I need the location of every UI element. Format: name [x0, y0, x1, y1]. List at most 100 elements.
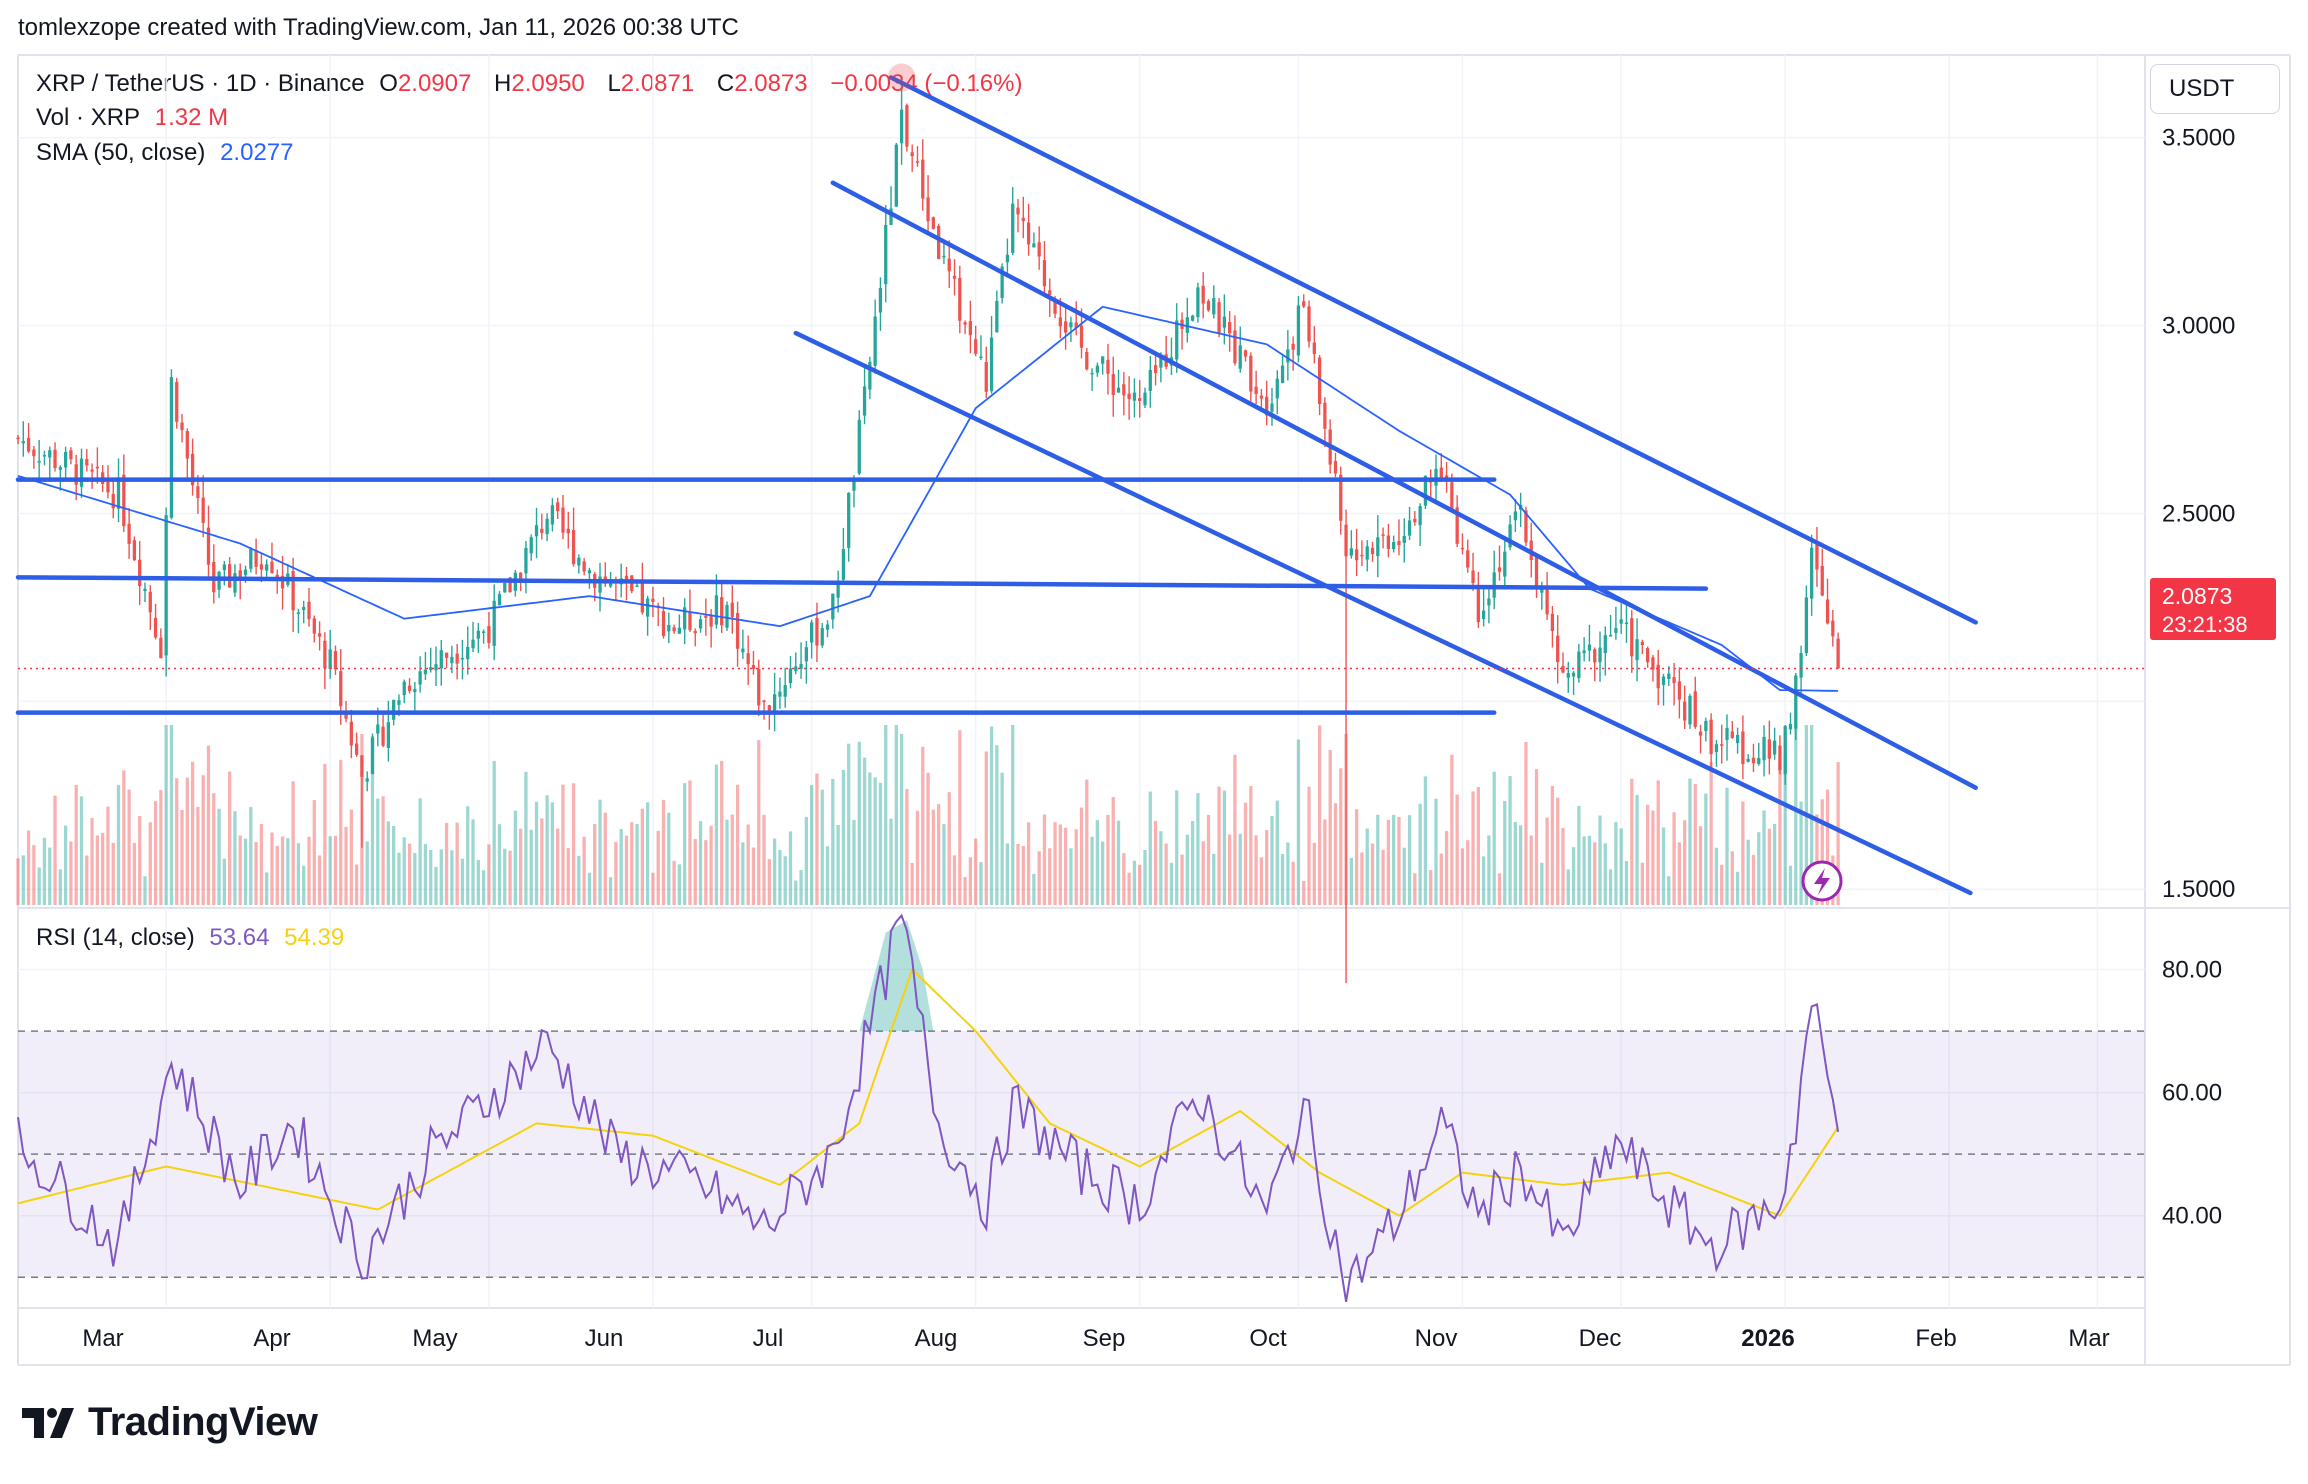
candle-body [709, 615, 713, 627]
volume-bar [101, 832, 105, 905]
volume-bar [1434, 798, 1438, 905]
candle-body [90, 469, 94, 472]
volume-bar [1228, 834, 1232, 905]
volume-bar [963, 877, 967, 905]
candle-body [799, 663, 803, 669]
price-tick-3-5: 3.5000 [2162, 125, 2235, 152]
candle-body [291, 570, 295, 611]
candlesticks [16, 77, 1840, 984]
volume-bar [683, 783, 687, 905]
candle-body [439, 650, 443, 669]
volume-bar [794, 880, 798, 905]
volume-bar [529, 829, 533, 905]
candle-body [645, 598, 650, 617]
candle-body [1556, 635, 1560, 663]
candle-body [1598, 647, 1602, 663]
volume-bar [1233, 754, 1237, 905]
volume-bar [513, 810, 517, 905]
volume-bar [1630, 778, 1634, 905]
volume-bar [1709, 761, 1713, 905]
volume-bar [1524, 741, 1528, 905]
currency-unit-label: USDT [2169, 75, 2235, 102]
candle-body [1646, 648, 1650, 663]
trendlines[interactable] [15, 63, 1978, 896]
candle-body [1238, 345, 1242, 369]
high-label: H [494, 70, 512, 97]
candle-body [153, 617, 158, 638]
candle-body [847, 492, 851, 548]
candle-body [26, 437, 31, 452]
low-label: L [607, 70, 621, 97]
volume-bar [1185, 834, 1189, 905]
candle-body [307, 601, 311, 620]
volume-bar [26, 830, 31, 905]
volume-bar [1656, 780, 1660, 905]
tradingview-logo-icon [22, 1407, 74, 1438]
candle-body [370, 737, 375, 775]
candle-body [1339, 474, 1343, 521]
candle-body [751, 665, 756, 669]
volume-bar [249, 807, 253, 905]
volume-bar [556, 828, 560, 905]
volume-bar [196, 806, 200, 905]
candle-body [984, 362, 988, 392]
candle-body [381, 726, 385, 746]
sma-label[interactable]: SMA (50, close) [36, 139, 206, 166]
candle-body [1667, 673, 1671, 679]
volume-bar [302, 865, 306, 905]
volume-bar [1587, 835, 1592, 905]
candle-body [196, 486, 200, 499]
close-label: C [716, 70, 735, 97]
candle-body [492, 600, 496, 646]
candle-body [1561, 665, 1565, 673]
volume-label[interactable]: Vol · XRP [36, 104, 141, 131]
candle-body [1677, 681, 1682, 700]
volume-bar [1074, 829, 1078, 905]
time-label-feb: Feb [1915, 1325, 1956, 1352]
candle-body [878, 288, 883, 313]
volume-bar [238, 835, 242, 905]
candle-body [513, 572, 517, 591]
volume-bar [667, 812, 671, 905]
candle-body [1249, 355, 1253, 392]
symbol-title[interactable]: XRP / TetherUS · 1D · Binance [36, 70, 365, 97]
candle-body [1799, 652, 1803, 678]
rsi-label[interactable]: RSI (14, close) [36, 924, 195, 951]
volume-bar [1730, 851, 1734, 905]
volume-bar [212, 793, 216, 905]
candle-body [1122, 384, 1126, 396]
candle-body [1349, 548, 1353, 556]
time-label-apr: Apr [253, 1325, 290, 1352]
volume-bar [1571, 847, 1576, 905]
volume-bar [1291, 861, 1295, 905]
volume-bar [1794, 725, 1798, 905]
candle-body [952, 275, 957, 279]
volume-bar [1619, 828, 1623, 905]
candle-body [1058, 317, 1062, 327]
volume-bar [709, 825, 713, 905]
volume-bar [608, 877, 613, 905]
candle-body [582, 561, 586, 572]
volume-bar [772, 838, 777, 905]
tradingview-logo[interactable]: TradingView [22, 1400, 318, 1445]
volume-bar [286, 838, 290, 905]
candle-body [619, 578, 623, 585]
candle-body [222, 564, 226, 571]
volume-bar [836, 824, 840, 905]
volume-bar [280, 836, 285, 905]
volume-bar [254, 842, 258, 905]
candle-body [228, 564, 232, 588]
candle-body [159, 637, 163, 659]
volume-bar [825, 846, 830, 905]
volume-bar [1429, 870, 1433, 905]
currency-unit-button[interactable]: USDT [2150, 64, 2280, 114]
candle-body [640, 583, 644, 613]
volume-bar [741, 842, 745, 905]
candle-body [1169, 357, 1174, 366]
candle-body [63, 451, 68, 468]
volume-bar [624, 835, 629, 905]
candle-body [661, 611, 666, 636]
lightning-icon[interactable] [1801, 860, 1843, 902]
rsi-tick-60: 60.00 [2162, 1080, 2222, 1107]
